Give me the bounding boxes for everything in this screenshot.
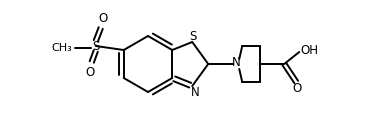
Text: S: S — [92, 40, 99, 52]
Text: N: N — [232, 56, 241, 70]
Text: N: N — [191, 86, 200, 99]
Text: O: O — [98, 12, 107, 24]
Text: O: O — [293, 83, 302, 95]
Text: O: O — [85, 66, 94, 78]
Text: OH: OH — [300, 44, 318, 56]
Text: S: S — [189, 30, 197, 44]
Text: CH₃: CH₃ — [51, 43, 72, 53]
